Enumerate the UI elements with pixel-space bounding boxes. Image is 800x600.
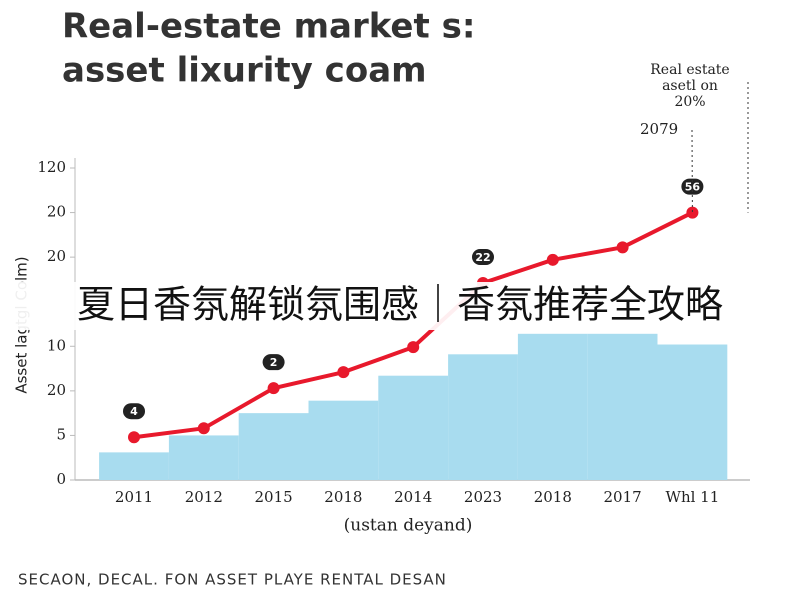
overlay-band — [0, 282, 800, 330]
y-tick-label: 120 — [37, 158, 66, 176]
overlay-text: 夏日香氛解锁氛围感｜香氛推荐全攻略 — [77, 283, 723, 327]
x-tick-label: 2011 — [115, 488, 153, 506]
x-tick-label: 2015 — [255, 488, 293, 506]
annotation: 4 — [130, 405, 138, 418]
bar — [238, 413, 309, 480]
bar — [448, 354, 518, 480]
bar — [517, 333, 588, 480]
y-tick-label: 0 — [56, 470, 66, 488]
x-tick-label: 2012 — [185, 488, 223, 506]
annotation-badge — [472, 248, 494, 265]
bar — [587, 333, 658, 480]
bar — [378, 375, 449, 480]
annotation: 56 — [685, 181, 701, 194]
callout: asetl on — [662, 78, 718, 94]
point — [267, 382, 280, 395]
x-tick-label: 2017 — [604, 488, 642, 506]
annotation-badge — [262, 354, 285, 371]
x-axis-label: (ustan deyand) — [344, 516, 473, 536]
chart-title: asset lixurity coam — [62, 51, 427, 91]
x-tick-label: 2014 — [394, 488, 432, 506]
y-tick-label: 5 — [56, 425, 66, 443]
point — [686, 206, 699, 219]
callout: Real estate — [650, 62, 729, 78]
bar — [657, 344, 728, 480]
annotation: 2 — [270, 356, 278, 369]
point — [616, 241, 629, 254]
point — [407, 341, 420, 354]
callout: 20% — [674, 94, 705, 110]
y-tick-label: 10 — [47, 336, 66, 354]
callout-value: 2079 — [640, 120, 678, 138]
point — [197, 422, 210, 435]
annotation-badge — [123, 403, 145, 420]
footer: SECAON, DECAL. FON ASSET PLAYE RENTAL DE… — [18, 571, 447, 589]
point — [337, 366, 350, 379]
y-tick-label: 20 — [47, 203, 66, 221]
x-tick-label: 2018 — [324, 488, 362, 506]
x-tick-label: 2018 — [534, 488, 572, 506]
bar — [308, 400, 379, 480]
y-tick-label: 20 — [47, 247, 66, 265]
x-tick-label: 2023 — [464, 488, 502, 506]
chart-title: Real-estate market s: — [62, 7, 475, 47]
y-tick-label: 20 — [47, 381, 66, 399]
point — [128, 431, 140, 444]
bar — [99, 452, 169, 480]
bar — [168, 435, 239, 480]
annotation: 22 — [475, 251, 490, 264]
point — [546, 253, 559, 266]
x-tick-label: Whl 11 — [666, 488, 720, 506]
